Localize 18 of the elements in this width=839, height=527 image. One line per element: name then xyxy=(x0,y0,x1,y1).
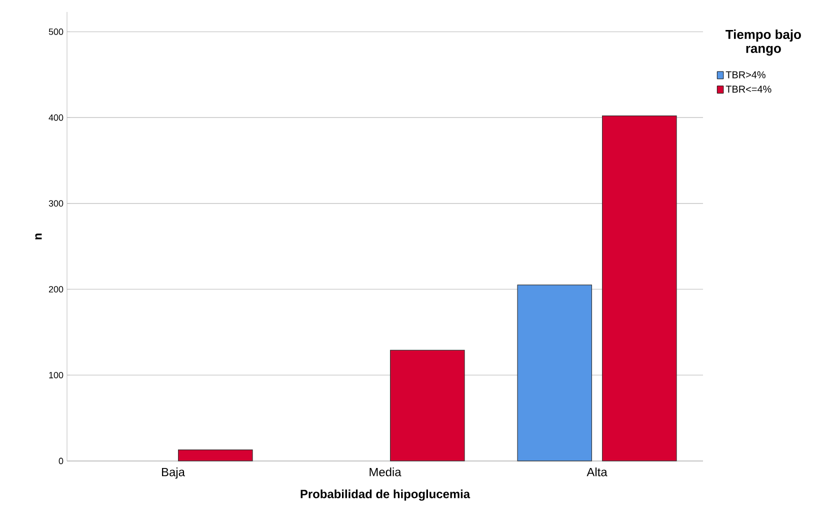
legend-label: TBR<=4% xyxy=(726,86,772,93)
bar xyxy=(390,350,465,462)
bar xyxy=(602,116,677,462)
y-tick-label: 400 xyxy=(48,114,64,121)
bar xyxy=(178,450,253,462)
y-tick-label: 0 xyxy=(58,458,64,464)
x-tick-label: Baja xyxy=(162,468,185,479)
legend-title: Tiempo bajo rango xyxy=(726,30,801,56)
y-tick-label: 100 xyxy=(49,372,64,378)
y-axis-title: n xyxy=(35,234,42,240)
y-tick-label: 200 xyxy=(48,286,64,292)
bar xyxy=(517,284,592,462)
x-tick-label: Media xyxy=(370,468,402,476)
y-tick-label: 300 xyxy=(48,200,64,207)
y-tick-label: 500 xyxy=(48,28,64,35)
x-tick-label: Alta xyxy=(586,468,608,476)
legend-label: TBR>4% xyxy=(726,71,766,78)
x-axis-title: Probabilidad de hipoglucemia xyxy=(300,489,470,501)
